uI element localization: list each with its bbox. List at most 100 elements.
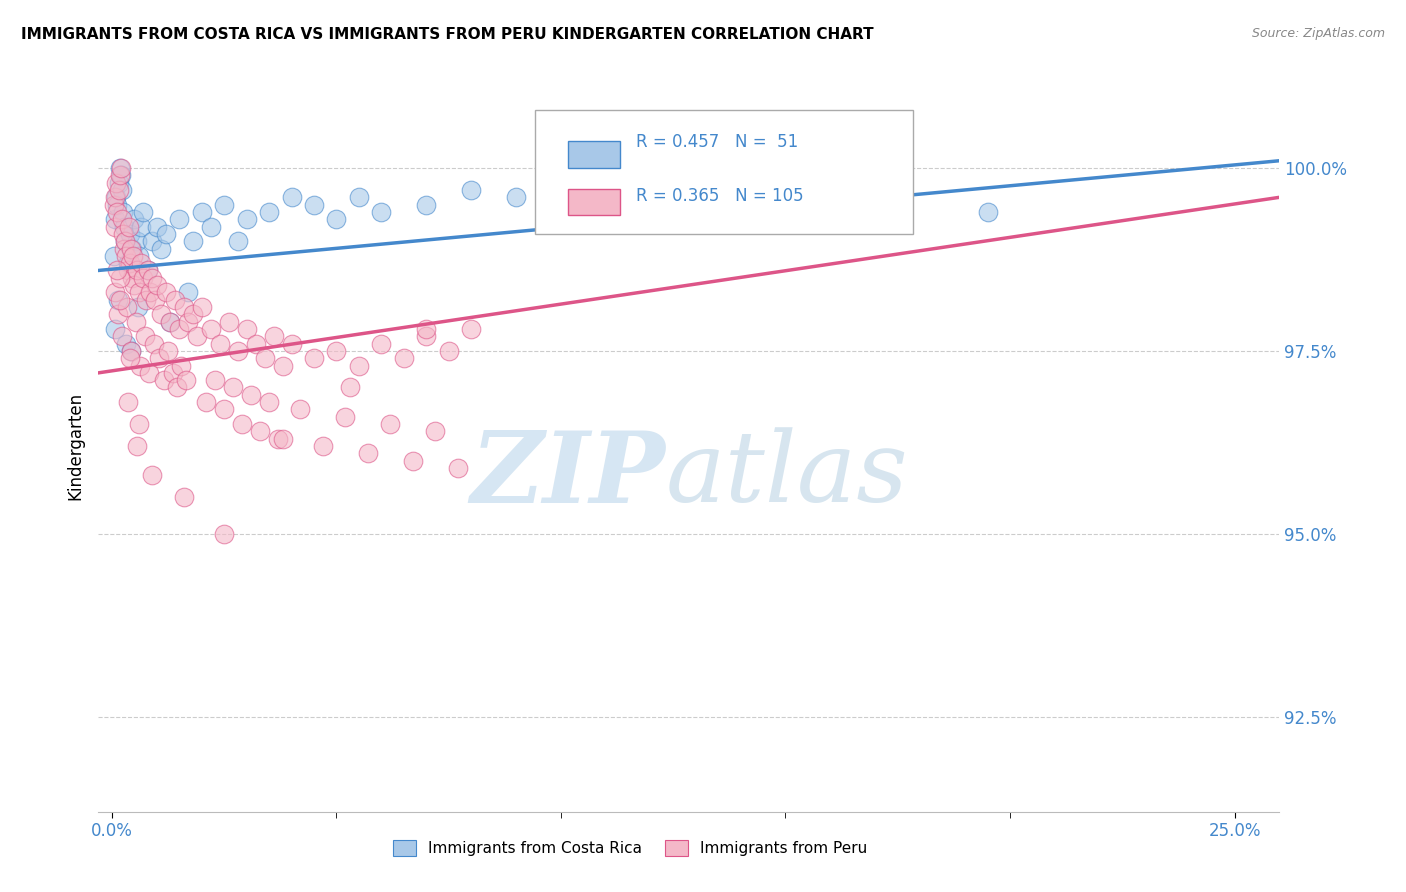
Point [125, 439, 148, 453]
Point [104, 212, 127, 227]
Point [141, 270, 163, 285]
Point [134, 329, 156, 343]
Point [121, 270, 143, 285]
Point [347, 359, 370, 373]
Point [447, 461, 470, 475]
Point [118, 219, 141, 234]
Point [115, 336, 138, 351]
Point [104, 322, 127, 336]
Point [103, 219, 125, 234]
Point [280, 190, 302, 204]
Point [120, 351, 142, 366]
Point [150, 307, 173, 321]
Point [335, 409, 357, 424]
Point [177, 315, 200, 329]
Point [146, 278, 169, 293]
Point [640, 183, 662, 197]
Point [107, 307, 129, 321]
Point [163, 293, 186, 307]
Point [105, 197, 128, 211]
Point [143, 293, 166, 307]
Point [105, 205, 128, 219]
Point [128, 249, 150, 263]
FancyBboxPatch shape [568, 188, 620, 215]
Point [302, 197, 325, 211]
Point [415, 329, 437, 343]
Point [595, 197, 617, 211]
Point [146, 219, 169, 234]
Point [370, 205, 392, 219]
Point [125, 263, 148, 277]
Point [117, 395, 139, 409]
Point [111, 329, 134, 343]
Point [114, 234, 136, 248]
Point [110, 161, 132, 175]
Point [155, 227, 177, 241]
Point [415, 197, 437, 211]
Point [115, 249, 138, 263]
Point [190, 300, 212, 314]
Point [152, 373, 174, 387]
Point [105, 263, 128, 277]
Point [249, 425, 271, 439]
Text: atlas: atlas [665, 427, 908, 523]
Point [120, 242, 142, 256]
Point [117, 263, 139, 277]
Point [159, 315, 181, 329]
Point [142, 336, 165, 351]
Point [103, 249, 125, 263]
Point [460, 183, 482, 197]
Legend: Immigrants from Costa Rica, Immigrants from Peru: Immigrants from Costa Rica, Immigrants f… [387, 834, 873, 863]
Y-axis label: Kindergarten: Kindergarten [66, 392, 84, 500]
Point [103, 197, 125, 211]
Point [186, 329, 208, 343]
Point [159, 315, 181, 329]
Point [976, 205, 998, 219]
Point [263, 329, 285, 343]
Text: R = 0.457   N =  51: R = 0.457 N = 51 [636, 133, 799, 151]
Point [141, 468, 163, 483]
Point [139, 285, 162, 300]
Point [231, 417, 253, 431]
Point [129, 359, 152, 373]
Point [380, 417, 402, 431]
Point [105, 190, 128, 204]
Point [173, 490, 195, 504]
Point [125, 234, 148, 248]
Point [111, 183, 134, 197]
Point [124, 278, 146, 293]
Point [222, 380, 245, 394]
Point [104, 285, 127, 300]
Point [132, 205, 155, 219]
Point [107, 176, 129, 190]
Point [162, 366, 184, 380]
Point [141, 234, 163, 248]
Point [173, 300, 195, 314]
Point [136, 263, 159, 277]
Point [402, 453, 425, 467]
Point [108, 161, 131, 175]
Point [271, 359, 294, 373]
Point [155, 285, 177, 300]
Point [110, 169, 132, 183]
Point [437, 343, 460, 358]
Point [174, 373, 197, 387]
Point [339, 380, 361, 394]
Point [267, 432, 290, 446]
Point [114, 242, 136, 256]
Point [107, 183, 129, 197]
Point [271, 432, 294, 446]
Point [114, 234, 136, 248]
Point [257, 395, 280, 409]
Point [280, 336, 302, 351]
Point [127, 300, 149, 314]
Point [253, 351, 276, 366]
Text: ZIP: ZIP [471, 427, 665, 524]
Point [129, 256, 152, 270]
FancyBboxPatch shape [568, 141, 620, 168]
Text: R = 0.365   N = 105: R = 0.365 N = 105 [636, 186, 803, 205]
Point [235, 322, 257, 336]
Point [115, 300, 138, 314]
Point [118, 256, 141, 270]
Point [325, 212, 347, 227]
